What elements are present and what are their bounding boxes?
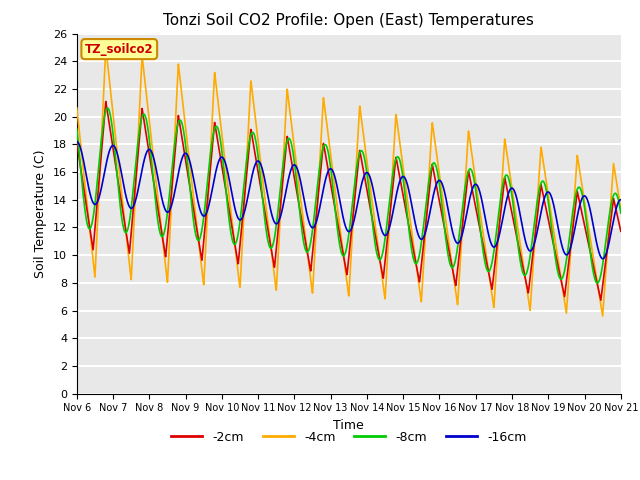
Title: Tonzi Soil CO2 Profile: Open (East) Temperatures: Tonzi Soil CO2 Profile: Open (East) Temp… xyxy=(163,13,534,28)
Y-axis label: Soil Temperature (C): Soil Temperature (C) xyxy=(35,149,47,278)
Legend: -2cm, -4cm, -8cm, -16cm: -2cm, -4cm, -8cm, -16cm xyxy=(166,426,531,448)
Text: TZ_soilco2: TZ_soilco2 xyxy=(85,43,154,56)
X-axis label: Time: Time xyxy=(333,419,364,432)
